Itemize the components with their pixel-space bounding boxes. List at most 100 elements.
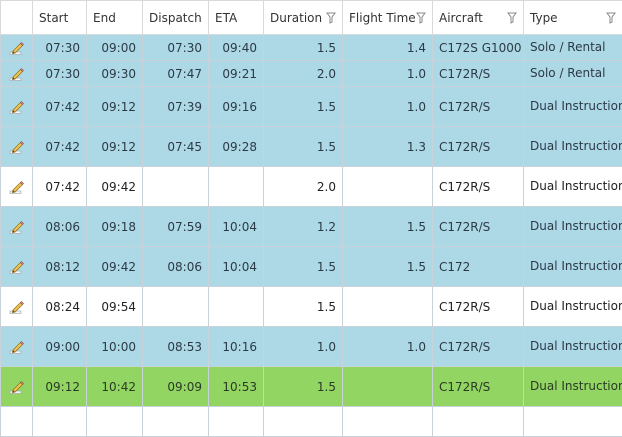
duration-header-label: Duration [270, 11, 322, 25]
flight-time-cell: 1.5 [343, 247, 433, 287]
type-column-header[interactable]: Type [524, 1, 622, 35]
flight-time-filter-icon[interactable] [416, 12, 426, 24]
table-row[interactable]: 07:42 09:12 07:39 09:16 1.5 1.0 C172R/S … [1, 87, 622, 127]
flight-time-cell: 1.3 [343, 127, 433, 167]
duration-cell: 1.5 [264, 287, 343, 327]
type-cell: Dual Instruction [524, 327, 622, 367]
start-cell: 07:30 [33, 35, 87, 61]
end-cell: 09:42 [87, 247, 143, 287]
table-row[interactable]: 07:30 09:00 07:30 09:40 1.5 1.4 C172S G1… [1, 35, 622, 61]
aircraft-cell: C172R/S [433, 207, 524, 247]
end-cell: 10:42 [87, 367, 143, 407]
end-cell: 10:00 [87, 327, 143, 367]
table-row[interactable] [1, 407, 622, 437]
start-cell: 07:42 [33, 167, 87, 207]
edit-cell[interactable] [1, 87, 33, 127]
dispatch-cell: 07:39 [143, 87, 209, 127]
edit-cell[interactable] [1, 327, 33, 367]
aircraft-cell: C172R/S [433, 127, 524, 167]
flight-time-cell: 1.0 [343, 61, 433, 87]
type-cell: Dual Instruction [524, 167, 622, 207]
pencil-edit-icon[interactable] [9, 339, 25, 355]
aircraft-cell: C172R/S [433, 327, 524, 367]
table-row[interactable]: 08:24 09:54 1.5 C172R/S Dual Instruction [1, 287, 622, 327]
type-cell: Solo / Rental [524, 61, 622, 87]
duration-cell: 1.5 [264, 87, 343, 127]
type-cell: Dual Instruction [524, 367, 622, 407]
end-cell: 09:12 [87, 127, 143, 167]
duration-cell [264, 407, 343, 437]
eta-cell: 09:16 [209, 87, 264, 127]
table-row[interactable]: 08:12 09:42 08:06 10:04 1.5 1.5 C172 Dua… [1, 247, 622, 287]
eta-cell: 10:16 [209, 327, 264, 367]
type-filter-icon[interactable] [606, 12, 616, 24]
eta-cell: 10:04 [209, 207, 264, 247]
end-column-header[interactable]: End [87, 1, 143, 35]
start-column-header[interactable]: Start [33, 1, 87, 35]
duration-cell: 2.0 [264, 167, 343, 207]
edit-cell[interactable] [1, 247, 33, 287]
flight-time-header-label: Flight Time [349, 11, 416, 25]
eta-cell [209, 167, 264, 207]
aircraft-column-header[interactable]: Aircraft [433, 1, 524, 35]
dispatch-cell: 07:45 [143, 127, 209, 167]
pencil-edit-icon[interactable] [9, 219, 25, 235]
type-cell [524, 407, 622, 437]
pencil-edit-icon[interactable] [9, 179, 25, 195]
edit-cell[interactable] [1, 407, 33, 437]
start-cell: 09:00 [33, 327, 87, 367]
table-row[interactable]: 07:42 09:42 2.0 C172R/S Dual Instruction [1, 167, 622, 207]
dispatch-cell: 09:09 [143, 367, 209, 407]
edit-cell[interactable] [1, 127, 33, 167]
pencil-edit-icon[interactable] [9, 66, 25, 82]
type-cell: Dual Instruction [524, 207, 622, 247]
edit-cell[interactable] [1, 167, 33, 207]
aircraft-cell: C172R/S [433, 167, 524, 207]
table-row[interactable]: 09:00 10:00 08:53 10:16 1.0 1.0 C172R/S … [1, 327, 622, 367]
pencil-edit-icon[interactable] [9, 379, 25, 395]
duration-filter-icon[interactable] [326, 12, 336, 24]
flight-time-cell [343, 407, 433, 437]
pencil-edit-icon[interactable] [9, 259, 25, 275]
table-row[interactable]: 08:06 09:18 07:59 10:04 1.2 1.5 C172R/S … [1, 207, 622, 247]
start-cell: 08:06 [33, 207, 87, 247]
table-row[interactable]: 07:30 09:30 07:47 09:21 2.0 1.0 C172R/S … [1, 61, 622, 87]
flight-time-cell: 1.5 [343, 207, 433, 247]
edit-cell[interactable] [1, 287, 33, 327]
flight-time-cell: 1.4 [343, 35, 433, 61]
flight-time-cell: 1.0 [343, 87, 433, 127]
aircraft-cell: C172R/S [433, 87, 524, 127]
type-cell: Solo / Rental [524, 35, 622, 61]
pencil-edit-icon[interactable] [9, 99, 25, 115]
end-cell: 09:12 [87, 87, 143, 127]
edit-column-header [1, 1, 33, 35]
type-cell: Dual Instruction [524, 287, 622, 327]
pencil-edit-icon[interactable] [9, 139, 25, 155]
flight-time-column-header[interactable]: Flight Time [343, 1, 433, 35]
end-cell [87, 407, 143, 437]
flight-time-cell: 1.0 [343, 327, 433, 367]
end-cell: 09:00 [87, 35, 143, 61]
edit-cell[interactable] [1, 367, 33, 407]
duration-column-header[interactable]: Duration [264, 1, 343, 35]
dispatch-cell: 08:53 [143, 327, 209, 367]
eta-cell: 09:40 [209, 35, 264, 61]
edit-cell[interactable] [1, 207, 33, 247]
aircraft-header-label: Aircraft [439, 11, 483, 25]
start-cell: 08:24 [33, 287, 87, 327]
duration-cell: 1.5 [264, 127, 343, 167]
table-row[interactable]: 07:42 09:12 07:45 09:28 1.5 1.3 C172R/S … [1, 127, 622, 167]
edit-cell[interactable] [1, 35, 33, 61]
aircraft-cell: C172 [433, 247, 524, 287]
flight-time-cell [343, 287, 433, 327]
dispatch-column-header[interactable]: Dispatch [143, 1, 209, 35]
aircraft-filter-icon[interactable] [507, 12, 517, 24]
pencil-edit-icon[interactable] [9, 40, 25, 56]
pencil-edit-icon[interactable] [9, 299, 25, 315]
duration-cell: 2.0 [264, 61, 343, 87]
edit-cell[interactable] [1, 61, 33, 87]
eta-column-header[interactable]: ETA [209, 1, 264, 35]
duration-cell: 1.0 [264, 327, 343, 367]
dispatch-cell: 07:59 [143, 207, 209, 247]
table-row[interactable]: 09:12 10:42 09:09 10:53 1.5 C172R/S Dual… [1, 367, 622, 407]
